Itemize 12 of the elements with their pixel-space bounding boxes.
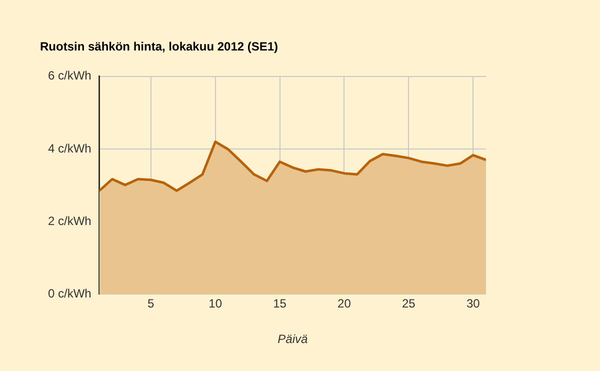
- y-tick-label: 4 c/kWh: [48, 141, 92, 156]
- y-tick-label: 2 c/kWh: [48, 214, 92, 228]
- x-tick-label: 30: [466, 296, 480, 311]
- x-tick-label: 5: [148, 296, 155, 311]
- chart-title: Ruotsin sähkön hinta, lokakuu 2012 (SE1): [40, 40, 278, 54]
- x-axis-title: Päivä: [278, 332, 308, 346]
- x-tick-label: 20: [338, 296, 352, 311]
- x-tick-label: 15: [273, 296, 287, 311]
- y-tick-label: 0 c/kWh: [48, 286, 92, 301]
- y-tick-label: 6 c/kWh: [48, 68, 92, 83]
- x-tick-label: 25: [402, 296, 416, 311]
- x-tick-label: 10: [208, 296, 222, 311]
